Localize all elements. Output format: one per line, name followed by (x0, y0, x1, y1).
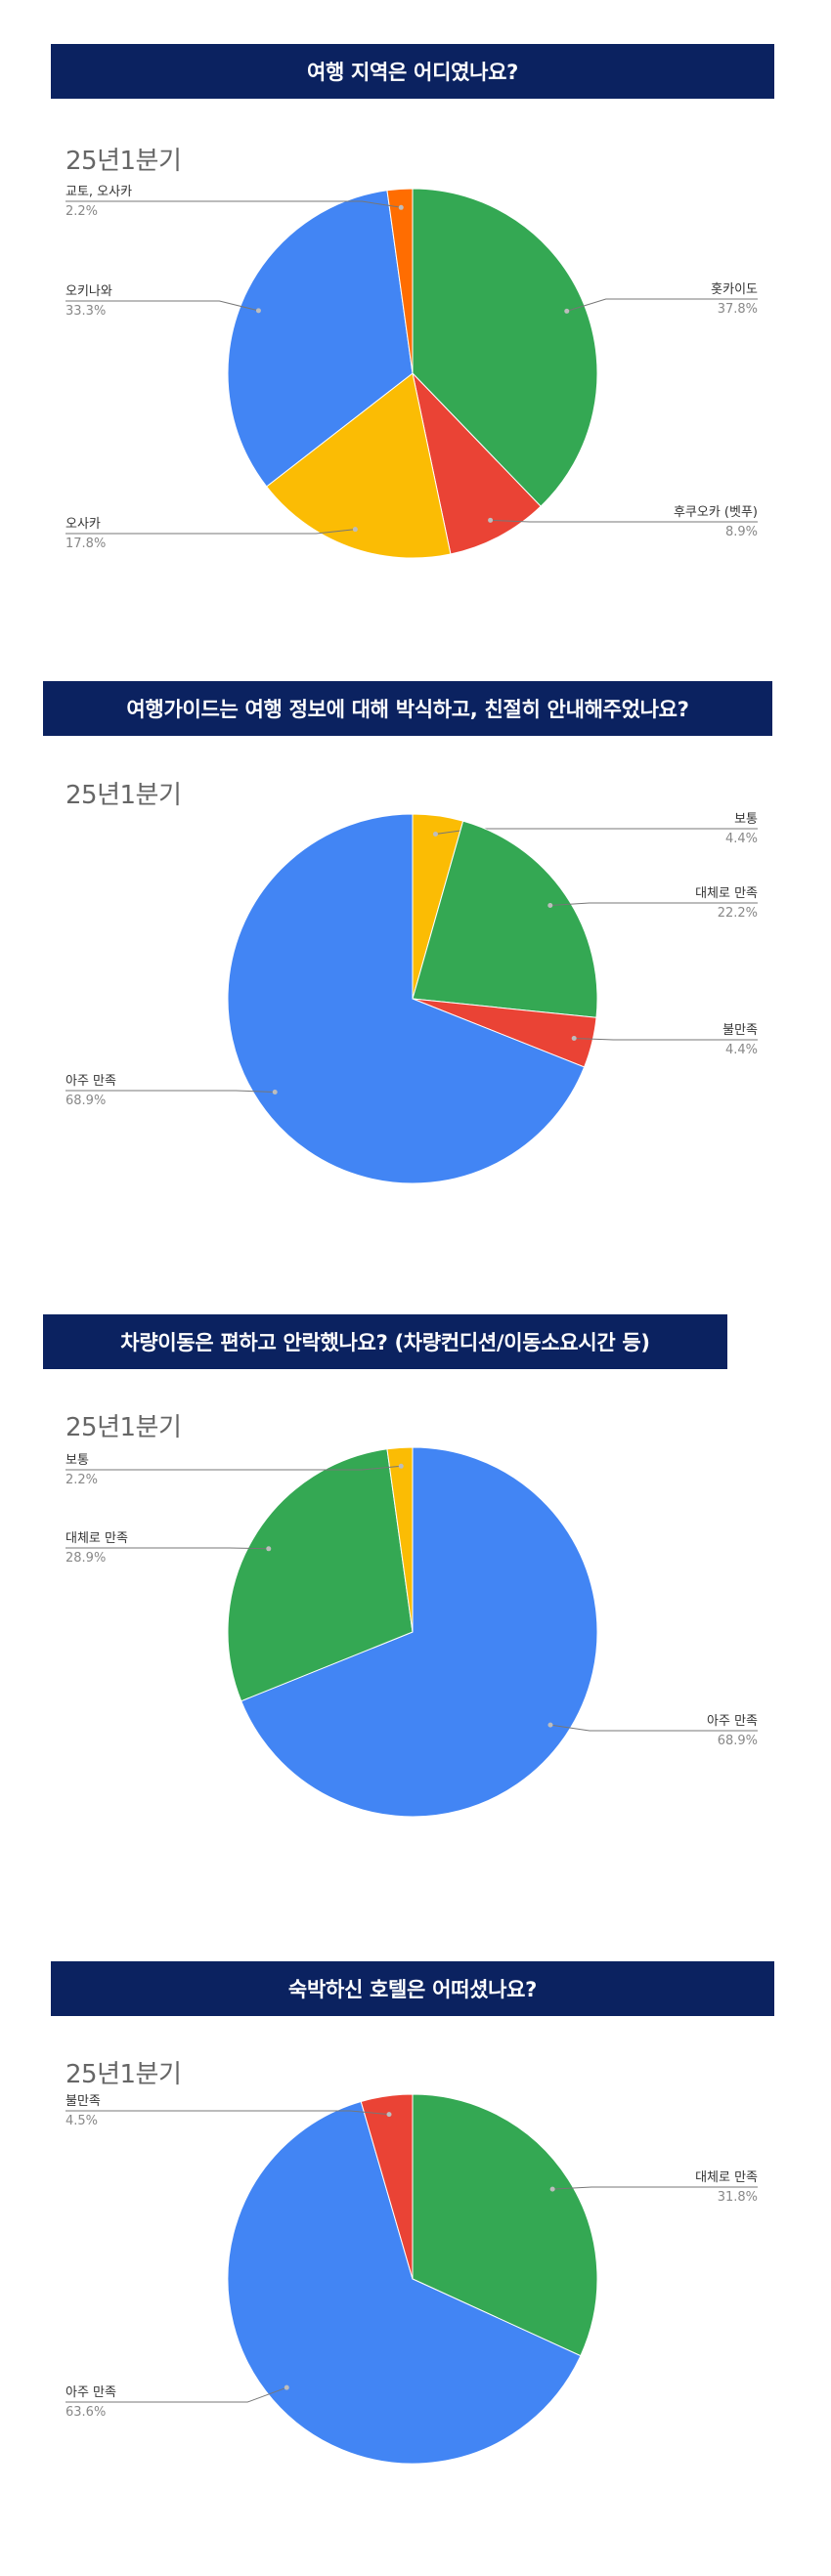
pie-slice (412, 2093, 598, 2357)
leader-dot (547, 1722, 553, 1728)
slice-label: 대체로 만족 (695, 2170, 758, 2185)
chart-title: 숙박하신 호텔은 어떠셨나요? (51, 1961, 774, 2016)
slice-label: 대체로 만족 (695, 886, 758, 901)
leader-line (552, 2186, 758, 2190)
leader-line (566, 298, 758, 312)
leader-line (66, 1547, 269, 1550)
slice-label: 후쿠오카 (벳푸) (674, 505, 758, 520)
chart-subtitle: 25년1분기 (66, 2060, 182, 2089)
slice-label: 아주 만족 (707, 1714, 758, 1729)
leader-dot (352, 527, 358, 533)
pie-slice (386, 188, 414, 374)
leader-line (549, 902, 758, 907)
pie-slice (227, 190, 414, 488)
leader-dot (284, 2384, 289, 2390)
pie-slice (412, 820, 598, 1018)
chart-title: 여행가이드는 여행 정보에 대해 박식하고, 친절히 안내해주었나요? (43, 681, 772, 736)
pie-chart: 아주 만족 68.9% 대체로 만족 28.9% 보통 2.2% (66, 1446, 758, 1818)
pie-slice (265, 372, 452, 559)
slice-percent: 4.5% (66, 2114, 98, 2128)
chart-section-vehicle: 차량이동은 편하고 안락했나요? (차량컨디션/이동소요시간 등) 25년1분기… (0, 1290, 831, 1935)
pie-slice (241, 1446, 598, 1818)
chart-subtitle: 25년1분기 (66, 147, 182, 176)
leader-dot (488, 517, 494, 523)
leader-line (66, 529, 356, 535)
chart-title: 차량이동은 편하고 안락했나요? (차량컨디션/이동소요시간 등) (43, 1314, 727, 1369)
leader-line (574, 1038, 758, 1041)
leader-dot (272, 1089, 278, 1095)
slice-label: 보통 (734, 812, 758, 827)
slice-percent: 63.6% (66, 2405, 106, 2420)
leader-dot (571, 1036, 577, 1042)
leader-dot (547, 903, 553, 909)
leader-dot (255, 308, 261, 314)
slice-percent: 31.8% (718, 2190, 758, 2205)
slice-label: 교토, 오사카 (66, 185, 132, 199)
slice-label: 보통 (66, 1453, 89, 1468)
pie-slice (227, 1448, 414, 1702)
leader-line (66, 300, 259, 312)
pie-chart: 보통 4.4% 대체로 만족 22.2% 불만족 4.4% 아주 만족 68.9% (66, 812, 758, 1184)
leader-line (66, 2386, 287, 2403)
slice-percent: 22.2% (718, 906, 758, 921)
slice-percent: 68.9% (718, 1734, 758, 1748)
pie-slice (227, 813, 586, 1184)
slice-percent: 33.3% (66, 304, 106, 319)
leader-line (66, 2110, 390, 2116)
slice-percent: 2.2% (66, 204, 98, 219)
slice-label: 홋카이도 (711, 282, 758, 297)
slice-label: 오사카 (66, 517, 101, 532)
chart-section-guide: 여행가이드는 여행 정보에 대해 박식하고, 친절히 안내해주었나요? 25년1… (0, 645, 831, 1290)
slice-label: 아주 만족 (66, 2385, 116, 2400)
slice-label: 불만족 (722, 1023, 758, 1038)
leader-dot (564, 308, 570, 314)
pie-slice (412, 188, 598, 507)
leader-line (66, 1090, 276, 1093)
pie-chart: 대체로 만족 31.8% 아주 만족 63.6% 불만족 4.5% (66, 2093, 758, 2465)
slice-percent: 4.4% (725, 1043, 758, 1057)
leader-line (66, 200, 402, 208)
leader-dot (432, 832, 438, 837)
leader-dot (549, 2186, 555, 2192)
chart-subtitle: 25년1분기 (66, 1413, 182, 1442)
pie-slice (360, 2093, 414, 2280)
slice-percent: 37.8% (718, 302, 758, 317)
slice-percent: 17.8% (66, 537, 106, 551)
chart-subtitle: 25년1분기 (66, 781, 182, 810)
leader-line (549, 1724, 758, 1732)
slice-percent: 28.9% (66, 1551, 106, 1566)
slice-percent: 2.2% (66, 1473, 98, 1487)
leader-dot (386, 2112, 392, 2118)
pie-chart: 홋카이도 37.8% 후쿠오카 (벳푸) 8.9% 오사카 17.8% 오키나와 33.3% 교… (66, 185, 758, 559)
pie-slice (227, 2100, 582, 2465)
slice-label: 대체로 만족 (66, 1531, 128, 1546)
slice-label: 오키나와 (66, 284, 112, 299)
chart-section-hotel: 숙박하신 호텔은 어떠셨나요? 25년1분기 대체로 만족 31.8% 아주 만족 6… (0, 1935, 831, 2576)
leader-line (490, 519, 758, 523)
chart-title: 여행 지역은 어디였나요? (51, 44, 774, 99)
slice-percent: 8.9% (725, 525, 758, 539)
leader-dot (398, 204, 404, 210)
pie-slice (412, 371, 542, 555)
leader-line (66, 1465, 402, 1471)
slice-label: 아주 만족 (66, 1074, 116, 1089)
chart-section-travel-region: 여행 지역은 어디였나요? 25년1분기 홋카이도 37.8% 후쿠오카 (벳푸) 8… (0, 0, 831, 645)
leader-dot (266, 1546, 272, 1552)
slice-percent: 4.4% (725, 832, 758, 846)
leader-dot (398, 1463, 404, 1469)
pie-slice (386, 1446, 414, 1633)
slice-percent: 68.9% (66, 1094, 106, 1108)
slice-label: 불만족 (66, 2094, 101, 2109)
